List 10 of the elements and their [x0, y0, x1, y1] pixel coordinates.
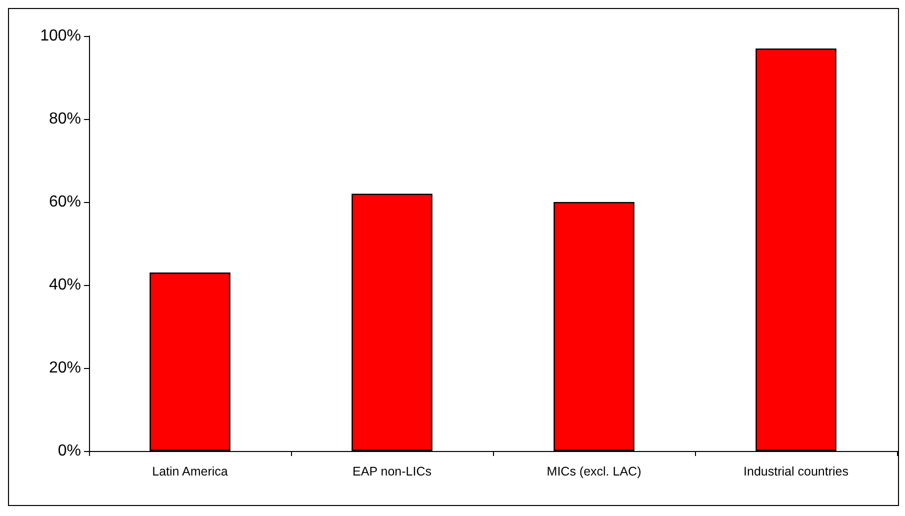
x-tick-label: Latin America	[152, 464, 228, 478]
y-tick-label: 80%	[48, 110, 81, 128]
y-tick-label: 100%	[40, 28, 81, 44]
y-tick-label: 20%	[48, 360, 81, 376]
x-tick-label: Industrial countries	[744, 464, 848, 478]
x-tick-label: MICs (excl. LAC)	[546, 464, 642, 478]
y-tick-label: 40%	[48, 276, 81, 294]
y-tick-label: 60%	[48, 194, 81, 210]
y-tick-label: 0%	[58, 442, 81, 460]
x-tick-label: EAP non-LICs	[352, 464, 432, 478]
